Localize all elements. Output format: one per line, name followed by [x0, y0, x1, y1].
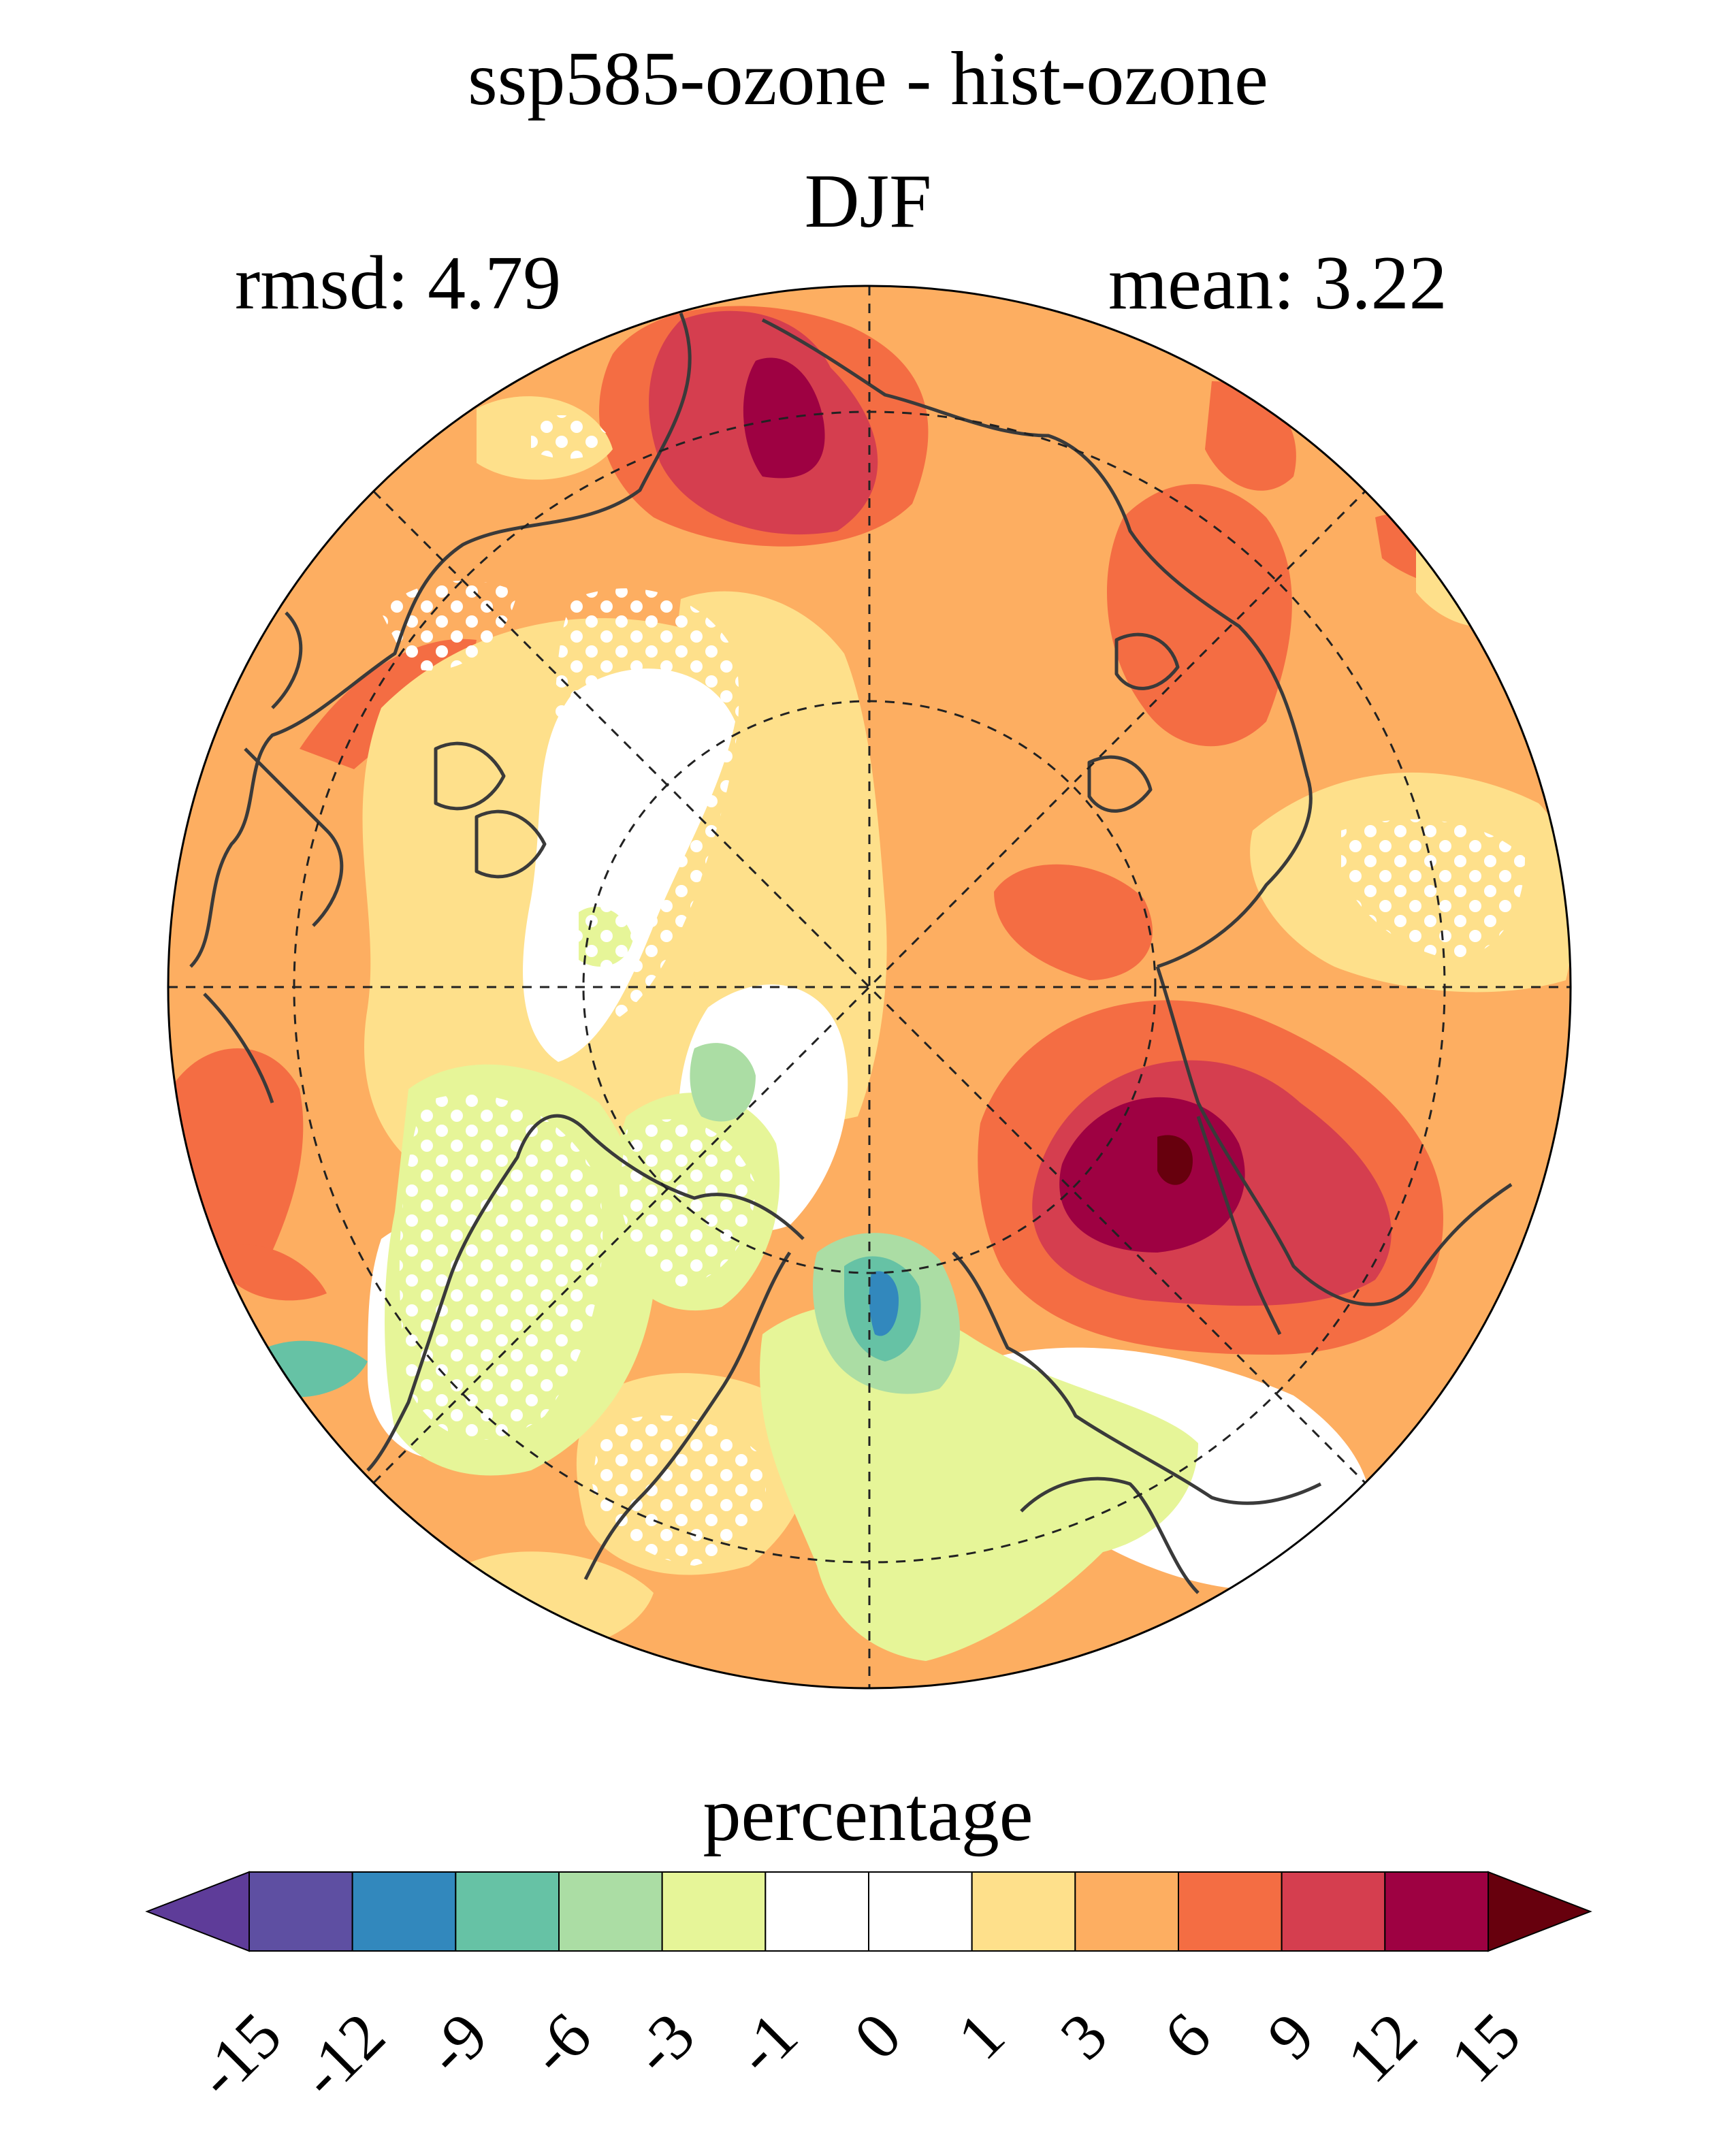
rmsd-value: rmsd: 4.79 [235, 241, 562, 325]
meridian-line [372, 490, 1366, 1484]
colorbar-swatch [558, 1871, 663, 1952]
colorbar-swatch [868, 1871, 973, 1952]
stippling [531, 415, 613, 459]
mean-value: mean: 3.22 [1108, 241, 1447, 325]
field-region [869, 1271, 899, 1336]
colorbar-over-arrow [1488, 1871, 1592, 1952]
polar-map [167, 285, 1572, 1690]
field-region [690, 1043, 756, 1122]
colorbar [145, 1871, 1592, 1952]
field-region [994, 864, 1153, 980]
colorbar-swatch [1281, 1871, 1386, 1952]
colorbar-swatch [971, 1871, 1076, 1952]
colorbar-label: percentage [703, 1773, 1033, 1857]
field-region [1059, 1097, 1245, 1253]
colorbar-swatch [1178, 1871, 1283, 1952]
colorbar-swatch [455, 1871, 560, 1952]
colorbar-under-arrow [145, 1871, 250, 1952]
coastlines [189, 312, 1513, 1594]
stippling [555, 588, 739, 1021]
colorbar-swatch [661, 1871, 767, 1952]
stippling [620, 1119, 756, 1287]
colorbar-swatch [765, 1871, 870, 1952]
field-region [1107, 484, 1292, 747]
graticule [168, 286, 1571, 1688]
stippling [399, 1094, 603, 1440]
stippling [592, 1415, 767, 1566]
colorbar-swatch [1384, 1871, 1490, 1952]
colorbar-swatch [351, 1871, 457, 1952]
map-boundary [167, 285, 1572, 1690]
meridian-line [372, 490, 1366, 1484]
season-subtitle: DJF [804, 159, 932, 244]
colorbar-swatch [1074, 1871, 1180, 1952]
stippling [1341, 819, 1525, 960]
field-region [760, 1304, 1198, 1661]
field-region [1157, 1135, 1193, 1185]
map-field [168, 286, 1571, 1688]
colorbar-swatch [248, 1871, 353, 1952]
map-title: ssp585-ozone - hist-ozone [468, 37, 1268, 121]
field-region [231, 1244, 327, 1301]
